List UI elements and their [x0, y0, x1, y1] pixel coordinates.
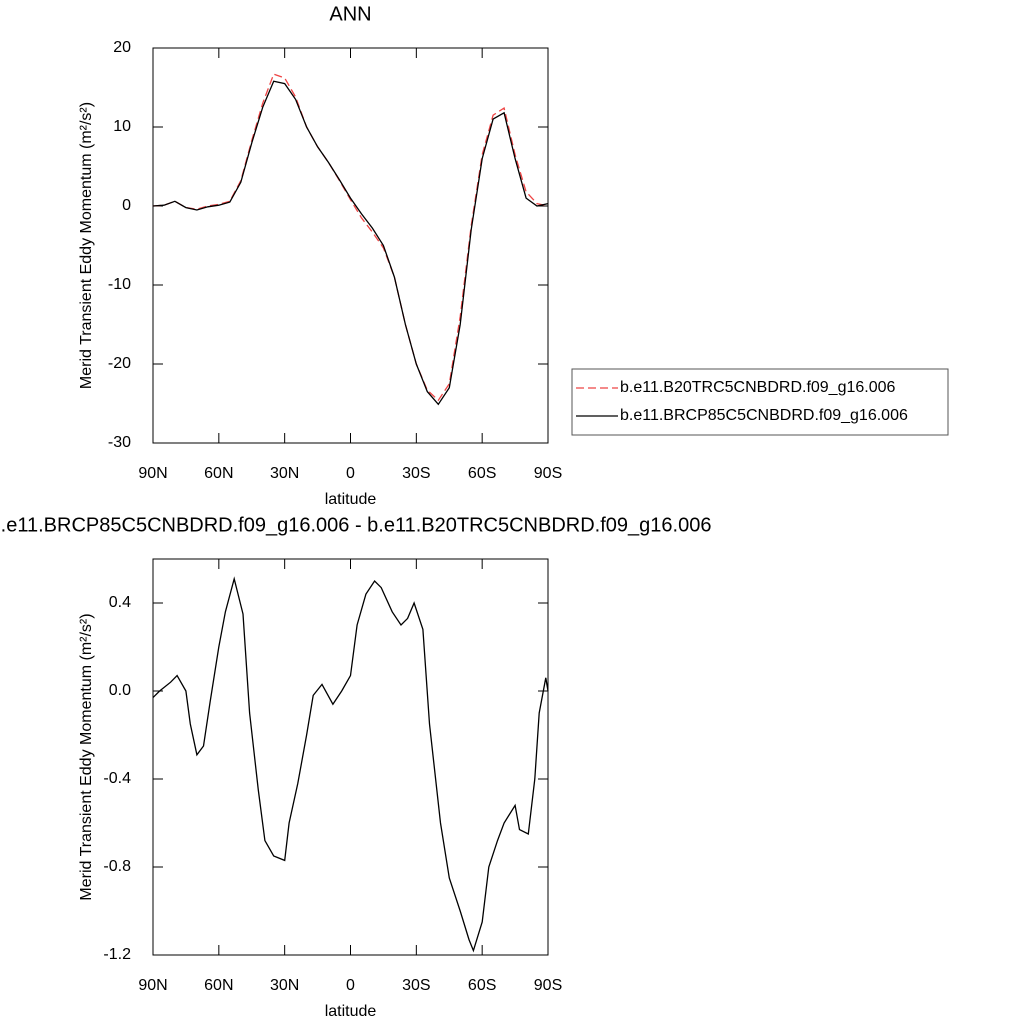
data-line — [152, 73, 549, 402]
y-tick-label: -0.4 — [103, 770, 131, 787]
data-line — [152, 80, 549, 406]
x-tick-label: 30N — [270, 465, 299, 482]
x-tick-label: 90S — [534, 977, 562, 994]
x-tick-label: 0 — [346, 977, 355, 994]
plot-frame — [152, 47, 549, 444]
y-axis-label: Merid Transient Eddy Momentum (m²/s²) — [78, 102, 95, 389]
plot-frame — [152, 558, 549, 956]
y-tick-label: 20 — [113, 39, 131, 56]
x-tick-label: 90N — [138, 465, 167, 482]
y-tick-label: 0.0 — [109, 682, 131, 699]
y-tick-label: 0 — [122, 197, 131, 214]
x-axis-label: latitude — [325, 491, 377, 508]
y-tick-label: -10 — [108, 276, 131, 293]
y-tick-label: -20 — [108, 355, 131, 372]
x-tick-label: 60S — [468, 465, 496, 482]
y-tick-label: -1.2 — [103, 946, 131, 963]
y-axis-label: Merid Transient Eddy Momentum (m²/s²) — [78, 613, 95, 900]
x-tick-label: 30S — [402, 977, 430, 994]
legend-label: b.e11.B20TRC5CNBDRD.f09_g16.006 — [620, 379, 896, 396]
x-axis-label: latitude — [325, 1003, 377, 1020]
x-tick-label: 30S — [402, 465, 430, 482]
x-tick-label: 60S — [468, 977, 496, 994]
y-tick-label: 0.4 — [109, 594, 131, 611]
x-tick-label: 60N — [204, 465, 233, 482]
x-tick-label: 0 — [346, 465, 355, 482]
y-tick-label: 10 — [113, 118, 131, 135]
y-tick-label: -30 — [108, 434, 131, 451]
chart-title: ANN — [329, 3, 371, 25]
chart-title: b.e11.BRCP85C5CNBDRD.f09_g16.006 - b.e11… — [0, 514, 711, 536]
x-tick-label: 30N — [270, 977, 299, 994]
data-line — [152, 576, 549, 953]
x-tick-label: 90S — [534, 465, 562, 482]
legend-box — [571, 368, 949, 436]
x-tick-label: 90N — [138, 977, 167, 994]
y-tick-label: -0.8 — [103, 858, 131, 875]
legend-label: b.e11.BRCP85C5CNBDRD.f09_g16.006 — [620, 407, 908, 424]
x-tick-label: 60N — [204, 977, 233, 994]
